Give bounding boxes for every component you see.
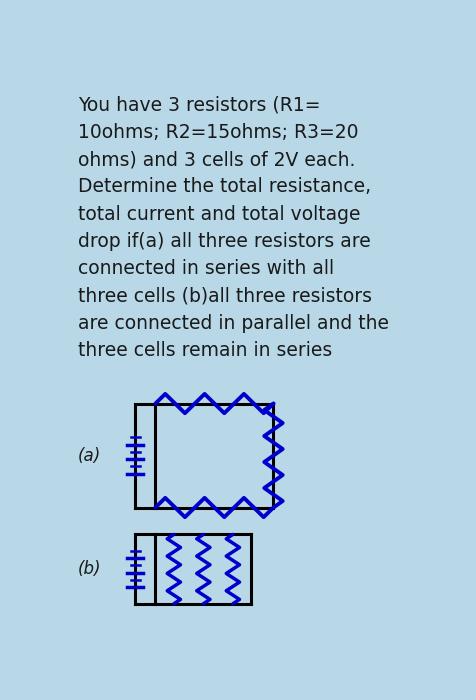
Text: (a): (a) xyxy=(78,447,101,465)
Text: (b): (b) xyxy=(78,560,101,578)
Text: You have 3 resistors (R1=
10ohms; R2=15ohms; R3=20
ohms) and 3 cells of 2V each.: You have 3 resistors (R1= 10ohms; R2=15o… xyxy=(78,96,389,360)
